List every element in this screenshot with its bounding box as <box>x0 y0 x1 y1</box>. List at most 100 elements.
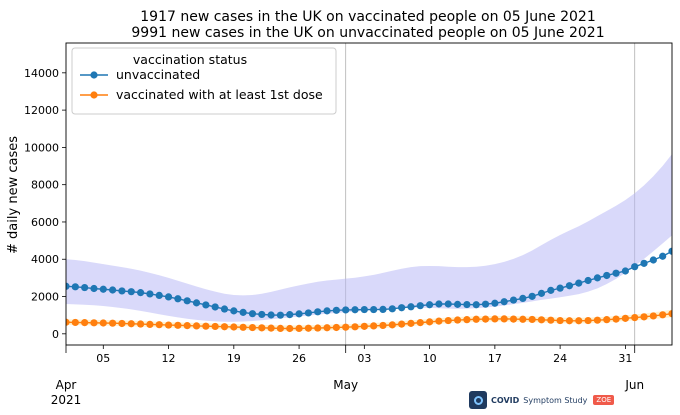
data-point-vaccinated <box>631 313 639 322</box>
data-point-unvaccinated <box>575 279 583 287</box>
data-point-vaccinated <box>276 324 285 333</box>
data-point-unvaccinated <box>519 294 527 302</box>
data-point-unvaccinated <box>444 300 452 308</box>
x-tick-label: 12 <box>162 352 176 365</box>
data-point-unvaccinated <box>537 289 546 297</box>
data-point-vaccinated <box>211 322 219 331</box>
data-point-unvaccinated <box>258 310 266 319</box>
data-point-unvaccinated <box>603 271 611 280</box>
data-point-vaccinated <box>612 315 620 323</box>
data-point-unvaccinated <box>547 286 555 294</box>
confidence-band-unvaccinated <box>66 154 672 322</box>
covid-symptom-study-logo-icon <box>469 391 487 409</box>
data-point-unvaccinated <box>640 259 648 267</box>
data-point-vaccinated <box>66 318 70 326</box>
data-point-vaccinated <box>136 320 145 328</box>
legend-title: vaccination status <box>133 52 247 67</box>
data-point-unvaccinated <box>202 301 210 309</box>
data-point-unvaccinated <box>491 299 499 307</box>
y-axis-label: # daily new cases <box>6 136 21 254</box>
data-point-vaccinated <box>575 317 583 325</box>
data-point-vaccinated <box>267 324 275 332</box>
data-point-vaccinated <box>500 315 508 323</box>
x-tick-label: 03 <box>357 352 371 365</box>
data-point-unvaccinated <box>360 305 368 314</box>
data-point-unvaccinated <box>239 308 247 316</box>
data-point-vaccinated <box>426 318 434 326</box>
data-point-unvaccinated <box>565 282 574 290</box>
data-point-unvaccinated <box>211 303 219 311</box>
data-point-vaccinated <box>491 315 499 323</box>
data-point-unvaccinated <box>248 310 257 318</box>
data-point-unvaccinated <box>127 288 135 296</box>
data-point-unvaccinated <box>659 252 667 260</box>
data-point-unvaccinated <box>528 292 536 300</box>
data-point-vaccinated <box>146 320 154 329</box>
data-point-unvaccinated <box>99 285 107 293</box>
data-point-unvaccinated <box>164 293 173 301</box>
data-point-vaccinated <box>351 323 359 331</box>
data-point-vaccinated <box>118 319 126 328</box>
data-point-unvaccinated <box>342 306 350 314</box>
x-tick-label: 10 <box>423 352 437 365</box>
data-point-vaccinated <box>239 323 247 331</box>
data-point-unvaccinated <box>631 263 639 271</box>
x-tick-label: 17 <box>488 352 502 365</box>
data-point-unvaccinated <box>453 300 462 308</box>
data-point-unvaccinated <box>174 295 182 303</box>
data-point-vaccinated <box>323 324 331 332</box>
data-point-unvaccinated <box>71 283 79 291</box>
y-tick-label: 14000 <box>24 67 59 80</box>
data-point-vaccinated <box>248 323 257 332</box>
data-point-unvaccinated <box>416 302 424 310</box>
chart-title-line-1: 1917 new cases in the UK on vaccinated p… <box>140 9 595 25</box>
data-point-vaccinated <box>127 320 135 328</box>
data-point-vaccinated <box>370 322 378 330</box>
data-point-vaccinated <box>649 312 657 320</box>
data-point-vaccinated <box>342 323 350 331</box>
x-tick-label: 24 <box>553 352 567 365</box>
data-point-unvaccinated <box>192 299 201 307</box>
data-point-unvaccinated <box>323 307 331 315</box>
data-point-unvaccinated <box>146 290 154 298</box>
data-point-vaccinated <box>640 313 648 321</box>
data-point-unvaccinated <box>351 306 359 314</box>
data-point-vaccinated <box>304 324 312 332</box>
data-point-unvaccinated <box>276 311 285 319</box>
data-point-vaccinated <box>593 316 602 324</box>
legend-box <box>71 47 337 115</box>
data-point-unvaccinated <box>388 305 396 313</box>
data-point-vaccinated <box>155 321 163 329</box>
data-point-unvaccinated <box>621 267 629 275</box>
data-point-vaccinated <box>109 319 117 327</box>
data-point-unvaccinated <box>267 311 275 319</box>
logo-brand-2: Symptom Study <box>523 395 588 405</box>
data-point-unvaccinated <box>230 307 238 315</box>
data-point-unvaccinated <box>463 300 471 309</box>
data-point-unvaccinated <box>426 301 434 309</box>
data-point-vaccinated <box>258 324 266 332</box>
data-point-vaccinated <box>547 316 555 324</box>
data-point-unvaccinated <box>379 305 387 313</box>
data-point-vaccinated <box>174 321 182 329</box>
data-point-vaccinated <box>164 321 173 329</box>
y-tick-label: 12000 <box>24 104 59 117</box>
x-tick-label: 26 <box>292 352 306 365</box>
covid-symptom-study-logo: COVID Symptom Study ZOE <box>469 391 615 409</box>
data-point-vaccinated <box>90 319 98 327</box>
x-tick-label: 31 <box>618 352 632 365</box>
data-point-vaccinated <box>360 322 368 330</box>
y-tick-label: 0 <box>52 328 59 341</box>
data-point-unvaccinated <box>500 298 508 306</box>
data-point-unvaccinated <box>332 306 340 314</box>
legend-label-unvaccinated: unvaccinated <box>116 67 200 82</box>
y-tick-label: 2000 <box>31 291 59 304</box>
data-point-vaccinated <box>472 315 480 323</box>
data-point-unvaccinated <box>668 247 672 255</box>
x-tick-label: 19 <box>227 352 241 365</box>
data-point-vaccinated <box>416 319 424 327</box>
data-point-vaccinated <box>230 323 238 331</box>
data-point-vaccinated <box>81 319 89 327</box>
